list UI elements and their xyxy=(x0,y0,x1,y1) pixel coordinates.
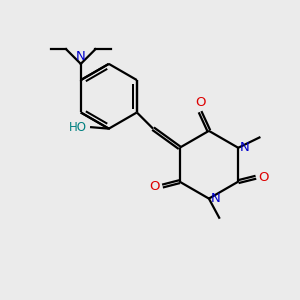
Text: N: N xyxy=(76,50,86,63)
Text: O: O xyxy=(150,180,160,193)
Text: O: O xyxy=(195,96,205,110)
Text: O: O xyxy=(258,171,269,184)
Text: HO: HO xyxy=(69,121,87,134)
Text: N: N xyxy=(240,141,249,154)
Text: N: N xyxy=(210,192,220,205)
